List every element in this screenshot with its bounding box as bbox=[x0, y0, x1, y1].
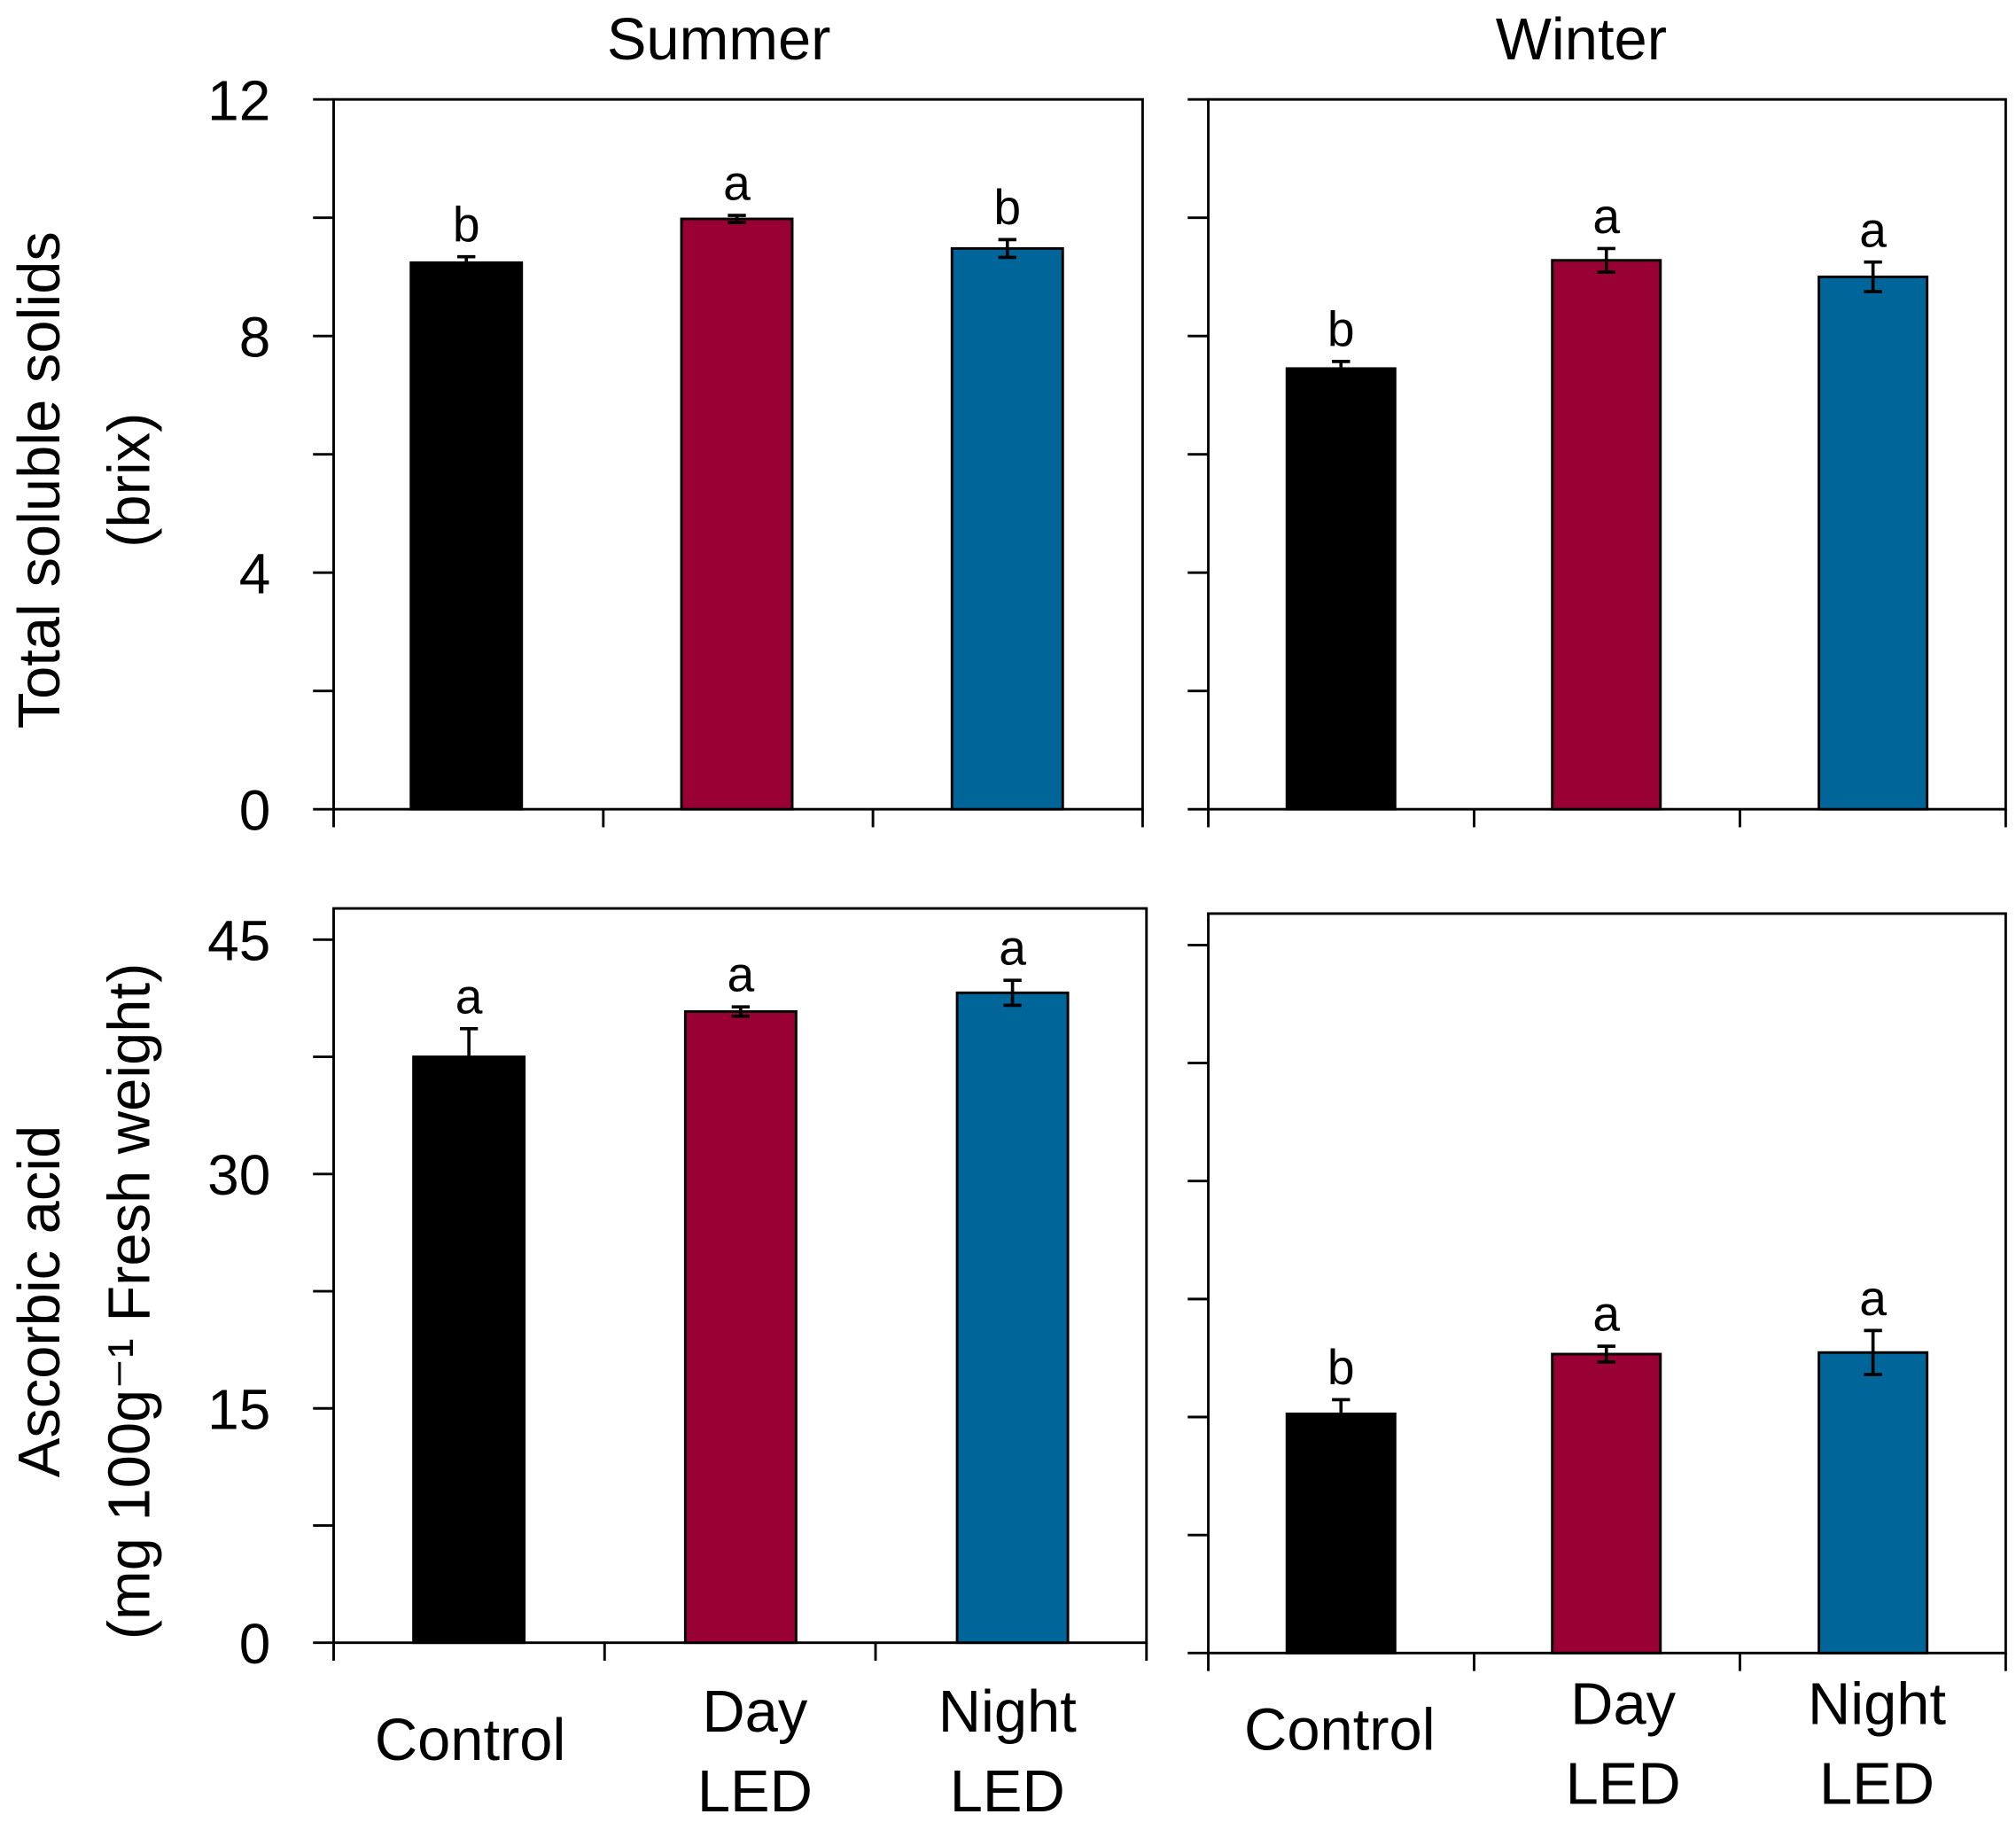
bar-control bbox=[409, 261, 524, 811]
bar-day-led bbox=[1551, 1352, 1662, 1655]
y-axis-label-units: (brix) bbox=[97, 413, 163, 548]
x-category-label: Day bbox=[1570, 1670, 1676, 1737]
significance-letter: b bbox=[993, 180, 1021, 235]
significance-letter: a bbox=[1592, 189, 1620, 244]
bar-control bbox=[1285, 367, 1397, 811]
significance-letter: a bbox=[455, 969, 483, 1024]
y-axis-label-units: (mg 100g⁻¹ Fresh weight) bbox=[97, 963, 163, 1640]
x-category-label: Control bbox=[375, 1707, 566, 1773]
y-tick-label: 15 bbox=[207, 1378, 270, 1442]
significance-letter: a bbox=[723, 156, 751, 211]
y-tick-label: 4 bbox=[239, 541, 271, 605]
x-category-label: Night bbox=[1808, 1670, 1947, 1737]
y-tick-label: 12 bbox=[207, 68, 270, 132]
x-category-label: Control bbox=[1244, 1696, 1436, 1763]
significance-letter: a bbox=[728, 947, 755, 1002]
x-category-label: LED bbox=[950, 1758, 1065, 1822]
bar-day-led bbox=[680, 217, 794, 811]
significance-letter: a bbox=[1592, 1287, 1620, 1342]
bar-night-led bbox=[955, 991, 1070, 1645]
significance-letter: b bbox=[453, 197, 480, 252]
bar-control bbox=[1285, 1413, 1397, 1655]
bar-day-led bbox=[683, 1009, 798, 1645]
x-category-label: LED bbox=[697, 1758, 813, 1822]
significance-letter: a bbox=[999, 921, 1026, 976]
y-tick-label: 30 bbox=[207, 1143, 270, 1207]
bar-night-led bbox=[1818, 1351, 1929, 1655]
panel-bottom-right: b a a Control Day LED Night LED bbox=[1187, 912, 2007, 1817]
panel-title: Winter bbox=[1496, 6, 1667, 73]
panel-title: Summer bbox=[607, 6, 831, 73]
x-category-label: LED bbox=[1819, 1750, 1934, 1817]
significance-letter: b bbox=[1327, 301, 1355, 356]
panel-bottom-left: 0 15 30 45 a a a Ascorbic acid (mg 100g⁻¹ Fresh … bbox=[6, 907, 1148, 1822]
panel-top-left: 0 4 8 12 b a b Summer Total soluble solids (brix) bbox=[6, 6, 1144, 842]
y-tick-label: 0 bbox=[239, 1612, 271, 1676]
y-tick-label: 0 bbox=[239, 778, 271, 842]
y-tick-label: 45 bbox=[207, 909, 270, 973]
bar-night-led bbox=[950, 246, 1064, 811]
y-tick-label: 8 bbox=[239, 305, 271, 369]
y-axis-label: Total soluble solids bbox=[6, 231, 73, 728]
significance-letter: a bbox=[1859, 1271, 1887, 1326]
bar-night-led bbox=[1818, 275, 1929, 811]
significance-letter: a bbox=[1859, 202, 1887, 257]
y-axis-label: Ascorbic acid bbox=[6, 1125, 73, 1478]
x-category-label: Night bbox=[938, 1678, 1078, 1745]
significance-letter: b bbox=[1327, 1340, 1355, 1395]
x-category-label: LED bbox=[1566, 1750, 1681, 1817]
bar-day-led bbox=[1551, 259, 1662, 811]
panel-top-right: b a a Winter bbox=[1187, 6, 2007, 828]
bar-control bbox=[412, 1055, 526, 1645]
x-category-label: Day bbox=[702, 1678, 807, 1745]
